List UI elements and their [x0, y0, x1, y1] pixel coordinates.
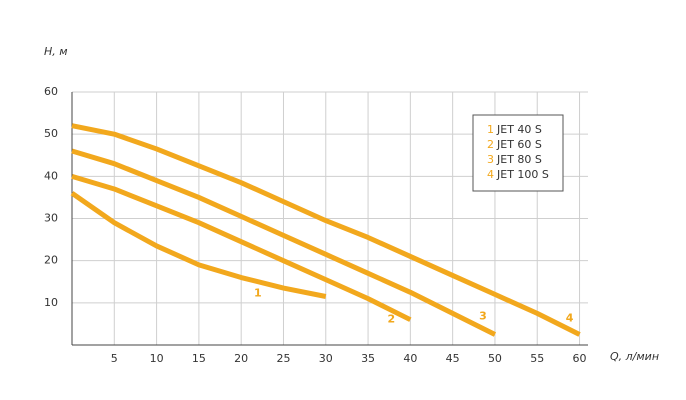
- legend-label: JET 100 S: [496, 168, 549, 181]
- legend-number: 4: [487, 168, 494, 181]
- series-line: [71, 123, 581, 337]
- x-tick-label: 30: [319, 352, 333, 365]
- x-tick-label: 55: [530, 352, 544, 365]
- x-axis-label: Q, л/мин: [610, 350, 659, 363]
- curve-label: 1: [254, 287, 262, 300]
- y-tick-label: 30: [44, 212, 58, 225]
- legend-number: 3: [487, 153, 494, 166]
- x-tick-label: 60: [573, 352, 587, 365]
- y-tick-label: 60: [44, 85, 58, 98]
- legend-box: [472, 114, 564, 192]
- legend-label: JET 80 S: [496, 153, 542, 166]
- y-tick-label: 20: [44, 254, 58, 267]
- y-tick-label: 40: [44, 169, 58, 182]
- x-tick-label: 45: [446, 352, 460, 365]
- curve-label: 2: [388, 313, 396, 326]
- legend-number: 2: [487, 138, 494, 151]
- x-tick-label: 50: [488, 352, 502, 365]
- curve-label: 3: [479, 309, 487, 322]
- curve-label: 4: [566, 311, 574, 324]
- y-tick-label: 50: [44, 127, 58, 140]
- x-tick-label: 40: [403, 352, 417, 365]
- x-tick-label: 20: [234, 352, 248, 365]
- series-line: [70, 191, 327, 299]
- series-line: [71, 173, 412, 322]
- series-line: [71, 148, 497, 337]
- y-tick-label: 10: [44, 296, 58, 309]
- x-tick-label: 25: [276, 352, 290, 365]
- x-tick-label: 10: [150, 352, 164, 365]
- x-tick-label: 5: [111, 352, 118, 365]
- legend-label: JET 60 S: [496, 138, 542, 151]
- y-axis-label: H, м: [44, 45, 68, 58]
- x-tick-label: 35: [361, 352, 375, 365]
- legend-label: JET 40 S: [496, 123, 542, 136]
- x-tick-label: 15: [192, 352, 206, 365]
- legend-number: 1: [487, 123, 494, 136]
